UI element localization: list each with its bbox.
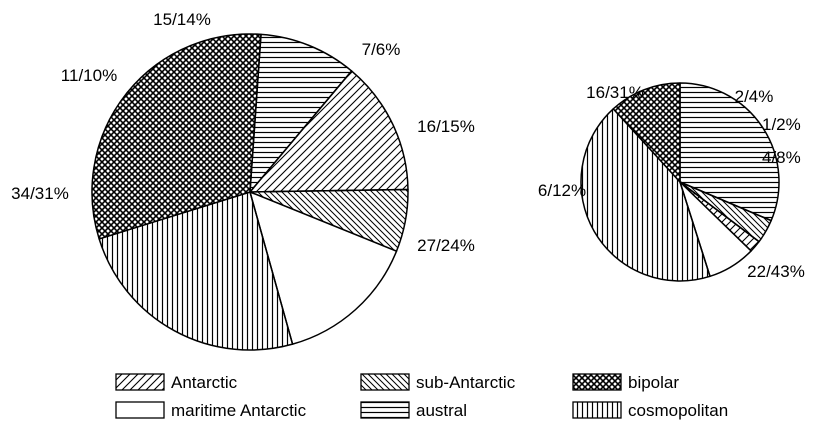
legend-swatch-sub-antarctic	[360, 373, 410, 391]
legend-item-bipolar: bipolar	[572, 373, 679, 392]
legend-swatch-antarctic	[115, 373, 165, 391]
slice-label-antarctic: 1/2%	[762, 115, 801, 134]
slice-label-austral: 16/31%	[586, 83, 644, 102]
slice-label-maritime-antarctic: 16/15%	[417, 117, 475, 136]
legend-item-austral: austral	[360, 401, 467, 420]
legend-label-sub-antarctic: sub-Antarctic	[416, 373, 516, 392]
legend-item-maritime-antarctic: maritime Antarctic	[115, 401, 307, 420]
legend-swatch-austral	[360, 401, 410, 419]
pie-chart-right: 16/31% 2/4% 1/2% 4/8% 22/43% 6/12%	[538, 82, 805, 282]
slice-label-antarctic: 15/14%	[153, 10, 211, 29]
legend: Antarctic sub-Antarctic bipolar maritime…	[115, 373, 728, 420]
slice-label-sub-antarctic: 7/6%	[362, 40, 401, 59]
slice-label-bipolar: 6/12%	[538, 181, 586, 200]
legend-label-austral: austral	[416, 401, 467, 420]
legend-swatch-cosmopolitan	[572, 401, 622, 419]
pie-slice-austral	[679, 82, 780, 222]
legend-swatch-maritime-antarctic	[115, 401, 165, 419]
legend-item-cosmopolitan: cosmopolitan	[572, 401, 728, 420]
slice-label-bipolar: 34/31%	[11, 184, 69, 203]
legend-label-bipolar: bipolar	[628, 373, 679, 392]
pie-slice-maritime-antarctic	[249, 191, 398, 345]
pie-slice-austral	[249, 33, 353, 193]
legend-label-antarctic: Antarctic	[171, 373, 238, 392]
legend-item-sub-antarctic: sub-Antarctic	[360, 373, 516, 392]
slice-label-sub-antarctic: 2/4%	[735, 87, 774, 106]
slice-label-maritime-antarctic: 4/8%	[762, 148, 801, 167]
pie-slice-cosmopolitan	[98, 191, 294, 351]
pie-slice-antarctic	[249, 70, 409, 193]
pie-chart-left: 15/14% 7/6% 16/15% 27/24% 34/31% 11/10%	[11, 10, 475, 351]
pie-slice-bipolar	[612, 82, 681, 183]
pie-slice-bipolar	[91, 33, 262, 240]
legend-swatch-bipolar	[572, 373, 622, 391]
slice-label-austral: 11/10%	[61, 66, 117, 85]
legend-item-antarctic: Antarctic	[115, 373, 238, 392]
pie-slice-cosmopolitan	[580, 108, 711, 282]
legend-label-cosmopolitan: cosmopolitan	[628, 401, 728, 420]
legend-label-maritime-antarctic: maritime Antarctic	[171, 401, 307, 420]
slice-label-cosmopolitan: 22/43%	[747, 262, 805, 281]
slice-label-cosmopolitan: 27/24%	[417, 236, 475, 255]
